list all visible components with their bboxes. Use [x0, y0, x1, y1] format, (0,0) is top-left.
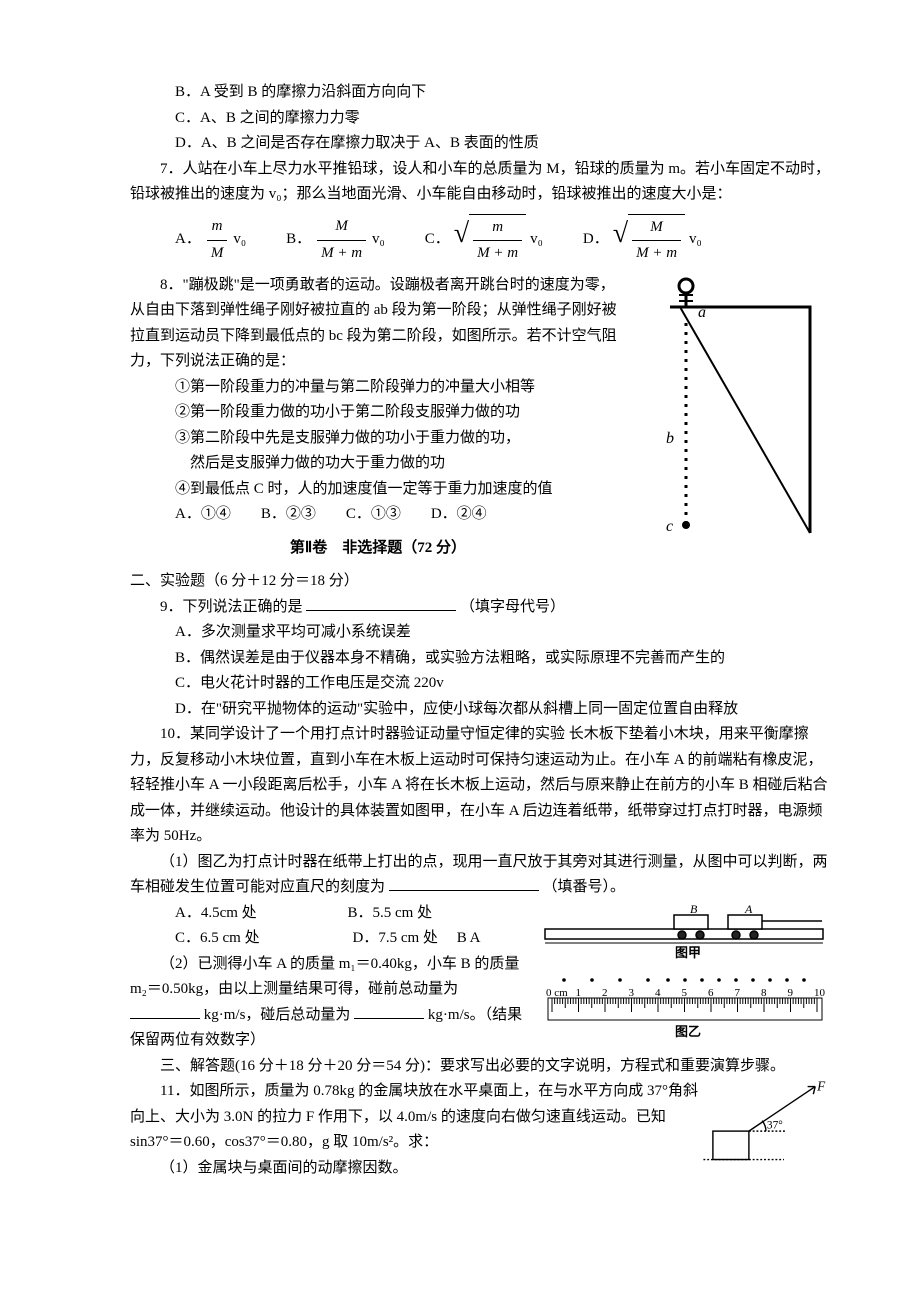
q7-b-num: M	[317, 214, 366, 241]
section2-head: 二、实验题（6 分＋12 分＝18 分）	[130, 569, 830, 595]
svg-text:F: F	[816, 1079, 826, 1093]
q9-b: B．偶然误差是由于仪器本身不精确，或实验方法粗略，或实际原理不完善而产生的	[130, 646, 830, 672]
q10-p1-tail: （填番号）。	[543, 879, 626, 895]
q10-opt-b: B．5.5 cm 处	[348, 901, 521, 927]
q9-line: 9．下列说法正确的是 （填字母代号）	[130, 595, 830, 621]
q8-figure: a b c	[640, 273, 830, 553]
svg-text:图甲: 图甲	[675, 945, 701, 960]
svg-text:3: 3	[629, 987, 635, 999]
svg-text:0 cm: 0 cm	[546, 987, 568, 999]
q10-ba-label: B A	[457, 930, 481, 946]
svg-text:A: A	[744, 902, 753, 916]
q7-a-den: M	[207, 241, 228, 267]
q10-opt-d: D．7.5 cm 处	[353, 930, 438, 946]
q10-p2b: kg·m/s，碰后总动量为	[204, 1007, 351, 1023]
q10-blank-2[interactable]	[130, 1003, 200, 1019]
svg-text:b: b	[666, 430, 674, 447]
q7-d-label: D．	[583, 227, 609, 253]
q9-tail: （填字母代号）	[460, 599, 565, 615]
svg-text:图乙: 图乙	[675, 1024, 701, 1039]
svg-text:8: 8	[761, 987, 767, 999]
q7-b-v0: v₀	[372, 227, 385, 253]
svg-text:10: 10	[814, 987, 826, 999]
svg-text:B: B	[690, 902, 698, 916]
q10-stem: 10．某同学设计了一个用打点计时器验证动量守恒定律的实验 长木板下垫着小木块，用…	[130, 722, 830, 850]
q10-opt-c: C．6.5 cm 处	[130, 926, 353, 952]
q7-options: A． mM v₀ B． MM + m v₀ C． √mM + m v₀ D． √…	[130, 214, 830, 267]
q7-d-v0: v₀	[689, 227, 702, 253]
q7-a-v0: v₀	[233, 227, 246, 253]
svg-text:6: 6	[708, 987, 714, 999]
q7-opt-d: D． √MM + m v₀	[583, 214, 702, 267]
q6-option-b: B．A 受到 B 的摩擦力沿斜面方向向下	[130, 80, 830, 106]
q7-opt-b: B． MM + m v₀	[286, 214, 385, 266]
q9-a: A．多次测量求平均可减小系统误差	[130, 620, 830, 646]
section3-head: 三、解答题(16 分＋18 分＋20 分＝54 分)：要求写出必要的文字说明，方…	[130, 1054, 830, 1080]
svg-text:c: c	[666, 518, 673, 535]
q6-option-d: D．A、B 之间是否存在摩擦力取决于 A、B 表面的性质	[130, 131, 830, 157]
svg-text:2: 2	[602, 987, 608, 999]
q9-stem: 9．下列说法正确的是	[160, 599, 303, 615]
q7-opt-c: C． √mM + m v₀	[425, 214, 543, 267]
svg-text:a: a	[698, 304, 706, 321]
svg-text:4: 4	[655, 987, 661, 999]
q10-blank-3[interactable]	[354, 1003, 424, 1019]
q7-c-v0: v₀	[530, 227, 543, 253]
q7-d-num: M	[632, 215, 681, 242]
svg-text:7: 7	[735, 987, 741, 999]
svg-text:5: 5	[682, 987, 688, 999]
q6-option-c: C．A、B 之间的摩擦力力零	[130, 106, 830, 132]
q11-figure: F 37°	[700, 1079, 830, 1169]
q7-c-num: m	[473, 215, 522, 242]
q7-b-label: B．	[286, 227, 311, 253]
q9-d: D．在"研究平抛物体的运动"实验中，应使小球每次都从斜槽上同一固定位置自由释放	[130, 697, 830, 723]
q10-p2a: （2）已测得小车 A 的质量 m₁＝0.40kg，小车 B 的质量 m₂＝0.5…	[130, 956, 519, 998]
svg-text:1: 1	[576, 987, 582, 999]
q9-blank[interactable]	[306, 595, 456, 611]
q7-stem: 7．人站在小车上尽力水平推铅球，设人和小车的总质量为 M，铅球的质量为 m。若小…	[130, 157, 830, 208]
q7-d-den: M + m	[632, 241, 681, 267]
svg-text:37°: 37°	[767, 1119, 783, 1131]
q10-opt-d-wrap: D．7.5 cm 处 B A	[353, 926, 531, 952]
q7-c-label: C．	[425, 227, 450, 253]
q10-opt-a: A．4.5cm 处	[130, 901, 348, 927]
q10-fig-yi: 0 cm 1 2 3 4 5 6 7 8 9 10 图乙	[540, 970, 830, 1040]
q7-opt-a: A． mM v₀	[175, 214, 246, 266]
q7-a-num: m	[207, 214, 228, 241]
q7-b-den: M + m	[317, 241, 366, 267]
q10-fig-jia: B A 图甲	[540, 901, 830, 961]
q10-p1-blank[interactable]	[389, 875, 539, 891]
q7-a-label: A．	[175, 227, 201, 253]
q9-c: C．电火花计时器的工作电压是交流 220v	[130, 671, 830, 697]
svg-text:9: 9	[788, 987, 794, 999]
part2-title-text: 第Ⅱ卷 非选择题（72 分）	[290, 540, 466, 556]
q10-p1: （1）图乙为打点计时器在纸带上打出的点，现用一直尺放于其旁对其进行测量，从图中可…	[130, 850, 830, 901]
q7-c-den: M + m	[473, 241, 522, 267]
q10-figure-area: B A 图甲 0 cm 1 2 3 4 5 6 7 8 9 10 图乙	[540, 901, 830, 1050]
